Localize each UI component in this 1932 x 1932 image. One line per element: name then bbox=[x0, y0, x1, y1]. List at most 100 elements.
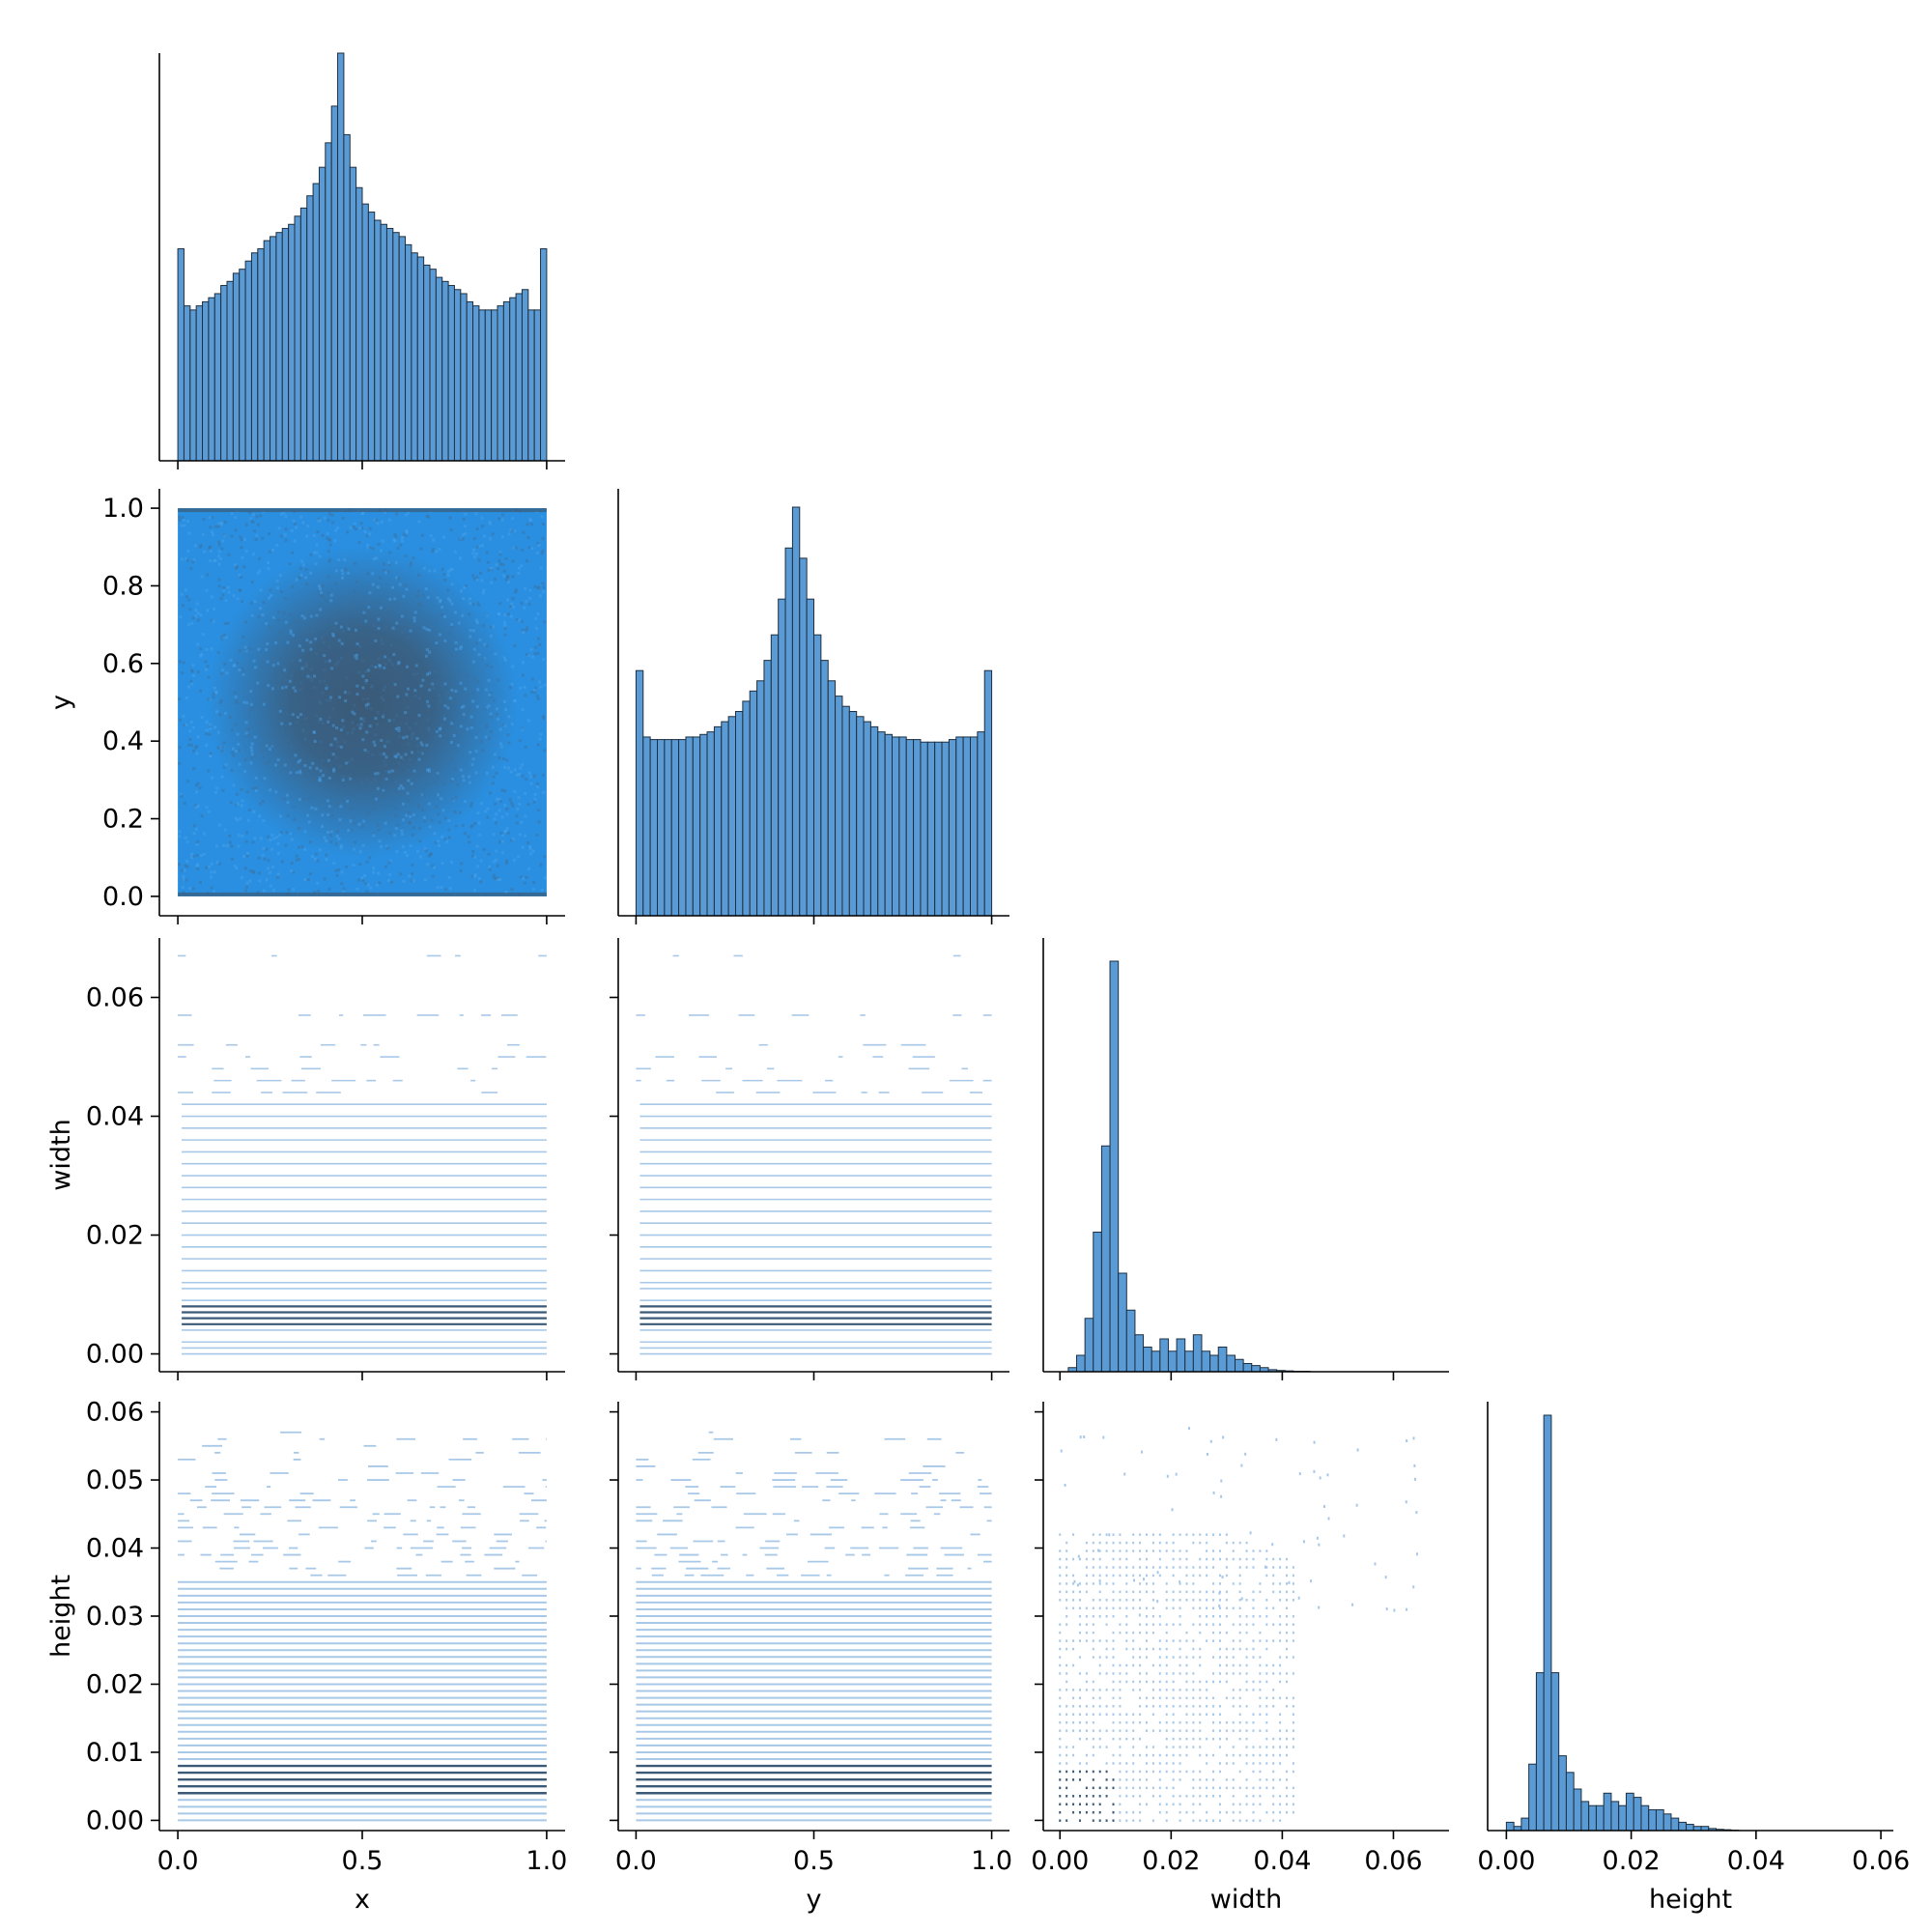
density-cell bbox=[237, 749, 241, 753]
density-cell bbox=[500, 788, 504, 792]
scatter-point bbox=[1165, 1803, 1168, 1806]
density-cell bbox=[525, 559, 528, 563]
hist-bar bbox=[877, 731, 886, 917]
hist-bar bbox=[699, 733, 708, 917]
scatter-point bbox=[1272, 1737, 1275, 1741]
density-cell bbox=[365, 678, 369, 682]
density-cell bbox=[191, 664, 195, 668]
density-cell bbox=[305, 639, 309, 642]
density-cell bbox=[355, 580, 358, 583]
density-cell bbox=[314, 562, 318, 566]
scatter-point bbox=[1279, 1656, 1282, 1659]
density-cell bbox=[288, 679, 292, 683]
density-cell bbox=[223, 622, 227, 626]
scatter-point bbox=[1244, 1452, 1247, 1456]
scatter-point bbox=[1192, 1566, 1195, 1569]
scatter-point bbox=[1218, 1803, 1221, 1806]
scatter-point bbox=[1272, 1803, 1275, 1806]
scatter-point bbox=[1212, 1696, 1215, 1700]
density-cell bbox=[244, 523, 248, 526]
density-cell bbox=[319, 608, 323, 611]
density-cell bbox=[368, 724, 372, 728]
scatter-point bbox=[1292, 1590, 1294, 1594]
scatter-point bbox=[1092, 1574, 1094, 1577]
scatter-point bbox=[1072, 1557, 1075, 1561]
density-cell bbox=[503, 633, 507, 637]
scatter-point bbox=[1165, 1549, 1168, 1552]
density-cell bbox=[378, 881, 382, 885]
hist-bar bbox=[472, 305, 480, 462]
density-cell bbox=[442, 733, 446, 737]
scatter-point bbox=[1172, 1533, 1175, 1536]
density-cell bbox=[252, 553, 256, 556]
density-cell bbox=[543, 855, 547, 859]
density-cell bbox=[494, 876, 497, 880]
density-cell bbox=[178, 761, 182, 765]
density-cell bbox=[504, 578, 508, 582]
density-cell bbox=[462, 532, 466, 536]
density-cell bbox=[528, 588, 532, 592]
density-cell bbox=[436, 839, 440, 843]
scatter-point bbox=[1139, 1786, 1142, 1790]
hist-bar bbox=[521, 289, 529, 462]
density-cell bbox=[469, 628, 472, 632]
hist-bar bbox=[177, 248, 185, 462]
density-cell bbox=[298, 858, 301, 862]
density-cell bbox=[191, 887, 195, 891]
scatter-point bbox=[1185, 1574, 1188, 1577]
density-cell bbox=[253, 666, 257, 669]
density-cell bbox=[487, 865, 491, 868]
scatter-point bbox=[1059, 1663, 1062, 1667]
density-cell bbox=[374, 716, 378, 720]
density-cell bbox=[384, 685, 387, 689]
scatter-point bbox=[1292, 1639, 1294, 1642]
scatter-point bbox=[1292, 1720, 1294, 1724]
scatter-point bbox=[1286, 1623, 1288, 1626]
density-cell bbox=[318, 700, 322, 704]
density-cell bbox=[340, 569, 344, 573]
density-cell bbox=[325, 698, 328, 702]
density-cell bbox=[392, 538, 396, 542]
density-cell bbox=[412, 730, 415, 734]
scatter-point bbox=[1078, 1762, 1081, 1765]
density-cell bbox=[415, 744, 419, 748]
scatter-point bbox=[1112, 1819, 1115, 1822]
scatter-point bbox=[1085, 1729, 1088, 1732]
density-cell bbox=[303, 764, 307, 768]
density-cell bbox=[347, 759, 351, 763]
scatter-point bbox=[1098, 1786, 1101, 1790]
density-cell bbox=[312, 730, 316, 734]
scatter-point bbox=[1265, 1810, 1268, 1814]
scatter-point bbox=[1165, 1672, 1168, 1675]
density-cell bbox=[497, 755, 501, 759]
hist-bar bbox=[763, 660, 772, 917]
density-cell bbox=[380, 520, 384, 524]
density-cell bbox=[396, 695, 400, 698]
density-cell bbox=[519, 875, 523, 879]
density-cell bbox=[431, 550, 435, 554]
density-cell bbox=[533, 686, 537, 690]
density-cell bbox=[472, 875, 476, 879]
scatter-point bbox=[1286, 1786, 1288, 1790]
scatter-point bbox=[1139, 1737, 1142, 1741]
density-cell bbox=[463, 525, 467, 528]
scatter-point bbox=[1132, 1647, 1135, 1651]
hist-bar bbox=[392, 232, 400, 462]
density-cell bbox=[376, 723, 380, 726]
scatter-point bbox=[1265, 1753, 1268, 1757]
density-cell bbox=[247, 808, 251, 811]
density-cell bbox=[532, 800, 536, 804]
density-cell bbox=[179, 718, 183, 722]
density-cell bbox=[504, 859, 508, 863]
scatter-point bbox=[1271, 1543, 1274, 1547]
density-cell bbox=[458, 556, 462, 560]
scatter-point bbox=[1199, 1680, 1202, 1684]
hist-bar bbox=[692, 736, 701, 917]
density-cell bbox=[183, 868, 186, 872]
scatter-point bbox=[1297, 1596, 1300, 1600]
hist-bar bbox=[453, 289, 462, 462]
density-cell bbox=[194, 746, 198, 750]
density-cell bbox=[530, 690, 534, 694]
density-cell bbox=[471, 602, 475, 606]
scatter-point bbox=[1272, 1762, 1275, 1765]
